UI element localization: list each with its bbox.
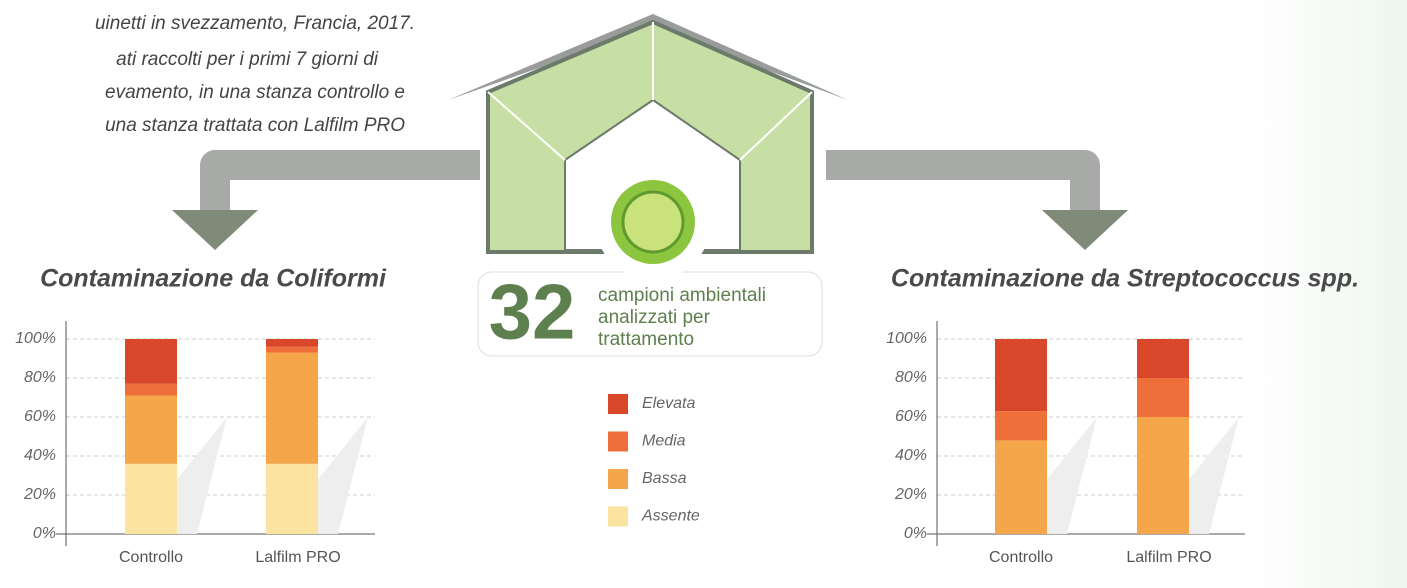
x-tick-label: Controllo bbox=[119, 549, 183, 566]
arrow-right bbox=[826, 165, 1085, 215]
bar-segment bbox=[1137, 339, 1189, 378]
bar-segment bbox=[1137, 378, 1189, 417]
y-tick-label: 100% bbox=[886, 330, 927, 347]
bar-shadow bbox=[1047, 417, 1097, 534]
chart-title: Contaminazione da Coliformi bbox=[40, 265, 387, 293]
y-tick-label: 80% bbox=[24, 369, 56, 386]
bar-segment bbox=[1137, 417, 1189, 534]
y-tick-label: 100% bbox=[15, 330, 56, 347]
y-tick-label: 40% bbox=[895, 447, 927, 464]
chart-title: Contaminazione da Streptococcus spp. bbox=[891, 265, 1359, 293]
background-pattern bbox=[1250, 0, 1407, 588]
bar-segment bbox=[995, 339, 1047, 411]
legend-label: Bassa bbox=[642, 470, 687, 487]
bar-segment bbox=[125, 464, 177, 534]
bar-segment bbox=[266, 353, 318, 464]
y-tick-label: 60% bbox=[895, 408, 927, 425]
y-tick-label: 0% bbox=[904, 525, 927, 542]
y-tick-label: 0% bbox=[33, 525, 56, 542]
y-tick-label: 20% bbox=[894, 486, 927, 503]
arrow-left bbox=[215, 165, 480, 215]
legend-swatch bbox=[608, 469, 628, 489]
bar-segment bbox=[125, 384, 177, 396]
bar-segment bbox=[995, 411, 1047, 440]
bar-segment bbox=[266, 464, 318, 534]
legend-swatch bbox=[608, 432, 628, 452]
badge-text: trattamento bbox=[598, 329, 694, 350]
intro-line: una stanza trattata con Lalfilm PRO bbox=[105, 115, 405, 136]
bar-segment bbox=[266, 347, 318, 353]
bar-shadow bbox=[1189, 417, 1239, 534]
legend-label: Assente bbox=[641, 508, 700, 525]
legend-swatch bbox=[608, 507, 628, 527]
bar-shadow bbox=[177, 417, 227, 534]
bar-shadow bbox=[318, 417, 368, 534]
infographic: 32 campioni ambientali analizzati per tr… bbox=[0, 0, 1407, 588]
intro-line: evamento, in una stanza controllo e bbox=[105, 82, 405, 103]
x-tick-label: Lalfilm PRO bbox=[1126, 549, 1211, 566]
x-tick-label: Lalfilm PRO bbox=[255, 549, 340, 566]
intro-line: ati raccolti per i primi 7 giorni di bbox=[116, 49, 379, 70]
bar-segment bbox=[125, 396, 177, 464]
arrowhead-right bbox=[1042, 210, 1128, 250]
y-tick-label: 60% bbox=[24, 408, 56, 425]
icon-dish-inner bbox=[623, 192, 683, 252]
badge-number: 32 bbox=[489, 268, 576, 356]
y-tick-label: 20% bbox=[23, 486, 56, 503]
y-tick-label: 40% bbox=[24, 447, 56, 464]
bar-segment bbox=[995, 440, 1047, 534]
bar-segment bbox=[266, 339, 318, 347]
intro-line: uinetti in svezzamento, Francia, 2017. bbox=[95, 13, 415, 34]
legend-swatch bbox=[608, 394, 628, 414]
x-tick-label: Controllo bbox=[989, 549, 1053, 566]
bar-segment bbox=[125, 339, 177, 384]
arrowhead-left bbox=[172, 210, 258, 250]
badge-text: campioni ambientali bbox=[598, 285, 766, 306]
legend-label: Elevata bbox=[642, 395, 695, 412]
legend-label: Media bbox=[642, 433, 686, 450]
badge-text: analizzati per bbox=[598, 307, 711, 328]
y-tick-label: 80% bbox=[895, 369, 927, 386]
